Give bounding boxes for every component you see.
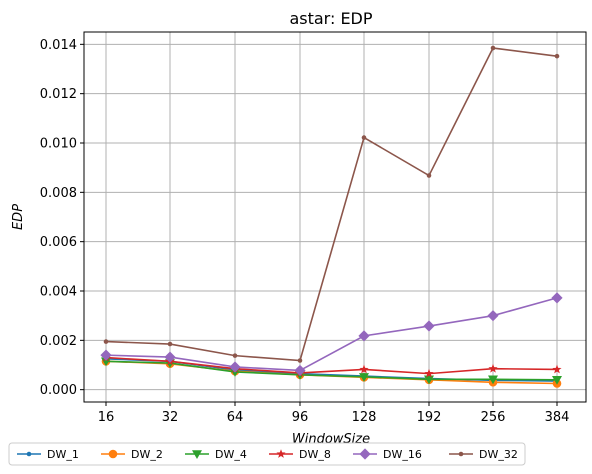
y-tick-label: 0.002 bbox=[40, 334, 77, 349]
data-point bbox=[361, 135, 367, 140]
data-point bbox=[167, 341, 173, 347]
x-tick-label: 96 bbox=[292, 410, 309, 425]
series-dw-16 bbox=[100, 292, 563, 377]
y-axis-label: EDP bbox=[11, 204, 26, 230]
legend-label: DW_8 bbox=[299, 448, 331, 461]
data-point bbox=[487, 310, 499, 322]
x-tick-label: 128 bbox=[352, 410, 377, 425]
data-point bbox=[297, 358, 303, 363]
grid bbox=[84, 32, 586, 402]
data-point bbox=[359, 373, 369, 382]
x-tick-label: 384 bbox=[545, 410, 570, 425]
series-dw-32 bbox=[103, 45, 560, 363]
y-tick-label: 0.014 bbox=[40, 38, 77, 53]
x-tick-label: 32 bbox=[162, 410, 179, 425]
series-line bbox=[105, 360, 558, 381]
legend-marker bbox=[359, 448, 371, 460]
legend-marker bbox=[458, 451, 464, 457]
legend-marker bbox=[192, 450, 202, 459]
legend-label: DW_2 bbox=[131, 448, 163, 461]
series-line bbox=[105, 297, 558, 372]
legend-label: DW_1 bbox=[47, 448, 79, 461]
legend-frame bbox=[8, 442, 526, 466]
data-point bbox=[424, 375, 434, 385]
x-tick-label: 192 bbox=[417, 410, 442, 425]
legend-marker bbox=[26, 451, 32, 457]
data-point bbox=[101, 357, 111, 367]
legend-label: DW_16 bbox=[383, 448, 422, 461]
data-point bbox=[488, 363, 498, 373]
data-point bbox=[164, 351, 176, 363]
data-point bbox=[359, 364, 369, 374]
data-point bbox=[490, 45, 496, 51]
data-point bbox=[552, 376, 562, 385]
data-point bbox=[552, 364, 562, 374]
data-point bbox=[423, 320, 435, 332]
plot-frame bbox=[83, 31, 587, 403]
data-point bbox=[488, 375, 498, 385]
data-point bbox=[426, 173, 432, 178]
x-tick-label: 16 bbox=[98, 410, 115, 425]
series-line bbox=[105, 47, 558, 362]
data-point bbox=[551, 292, 563, 304]
data-point bbox=[294, 364, 306, 377]
y-tick-label: 0.006 bbox=[40, 235, 77, 250]
y-tick-label: 0.008 bbox=[40, 186, 77, 201]
chart-title: astar: EDP bbox=[289, 9, 372, 28]
data-point bbox=[554, 53, 560, 59]
legend-marker bbox=[276, 449, 286, 458]
data-point bbox=[103, 339, 109, 344]
data-point bbox=[100, 349, 112, 361]
data-point bbox=[229, 361, 241, 373]
legend-label: DW_4 bbox=[215, 448, 247, 461]
data-point bbox=[232, 353, 238, 358]
legend-label: DW_32 bbox=[479, 448, 518, 461]
data-point bbox=[358, 330, 370, 342]
series-layer bbox=[100, 45, 563, 388]
x-tick-label: 256 bbox=[481, 410, 506, 425]
legend-marker bbox=[108, 449, 118, 459]
x-tick-label: 64 bbox=[227, 410, 244, 425]
x-axis: 16 32 64 96 128 192 256 384 bbox=[98, 402, 570, 425]
data-point bbox=[424, 368, 434, 378]
y-tick-label: 0.000 bbox=[40, 383, 77, 398]
y-tick-label: 0.012 bbox=[40, 87, 77, 102]
y-axis: 0.000 0.002 0.004 0.006 0.008 0.010 0.012 0.014 bbox=[40, 38, 84, 398]
y-tick-label: 0.004 bbox=[40, 285, 77, 300]
y-tick-label: 0.010 bbox=[40, 137, 77, 152]
legend: DW_1 DW_2 DW_4 DW_8 DW_16 DW_32 bbox=[8, 442, 526, 466]
series-line bbox=[105, 356, 558, 375]
